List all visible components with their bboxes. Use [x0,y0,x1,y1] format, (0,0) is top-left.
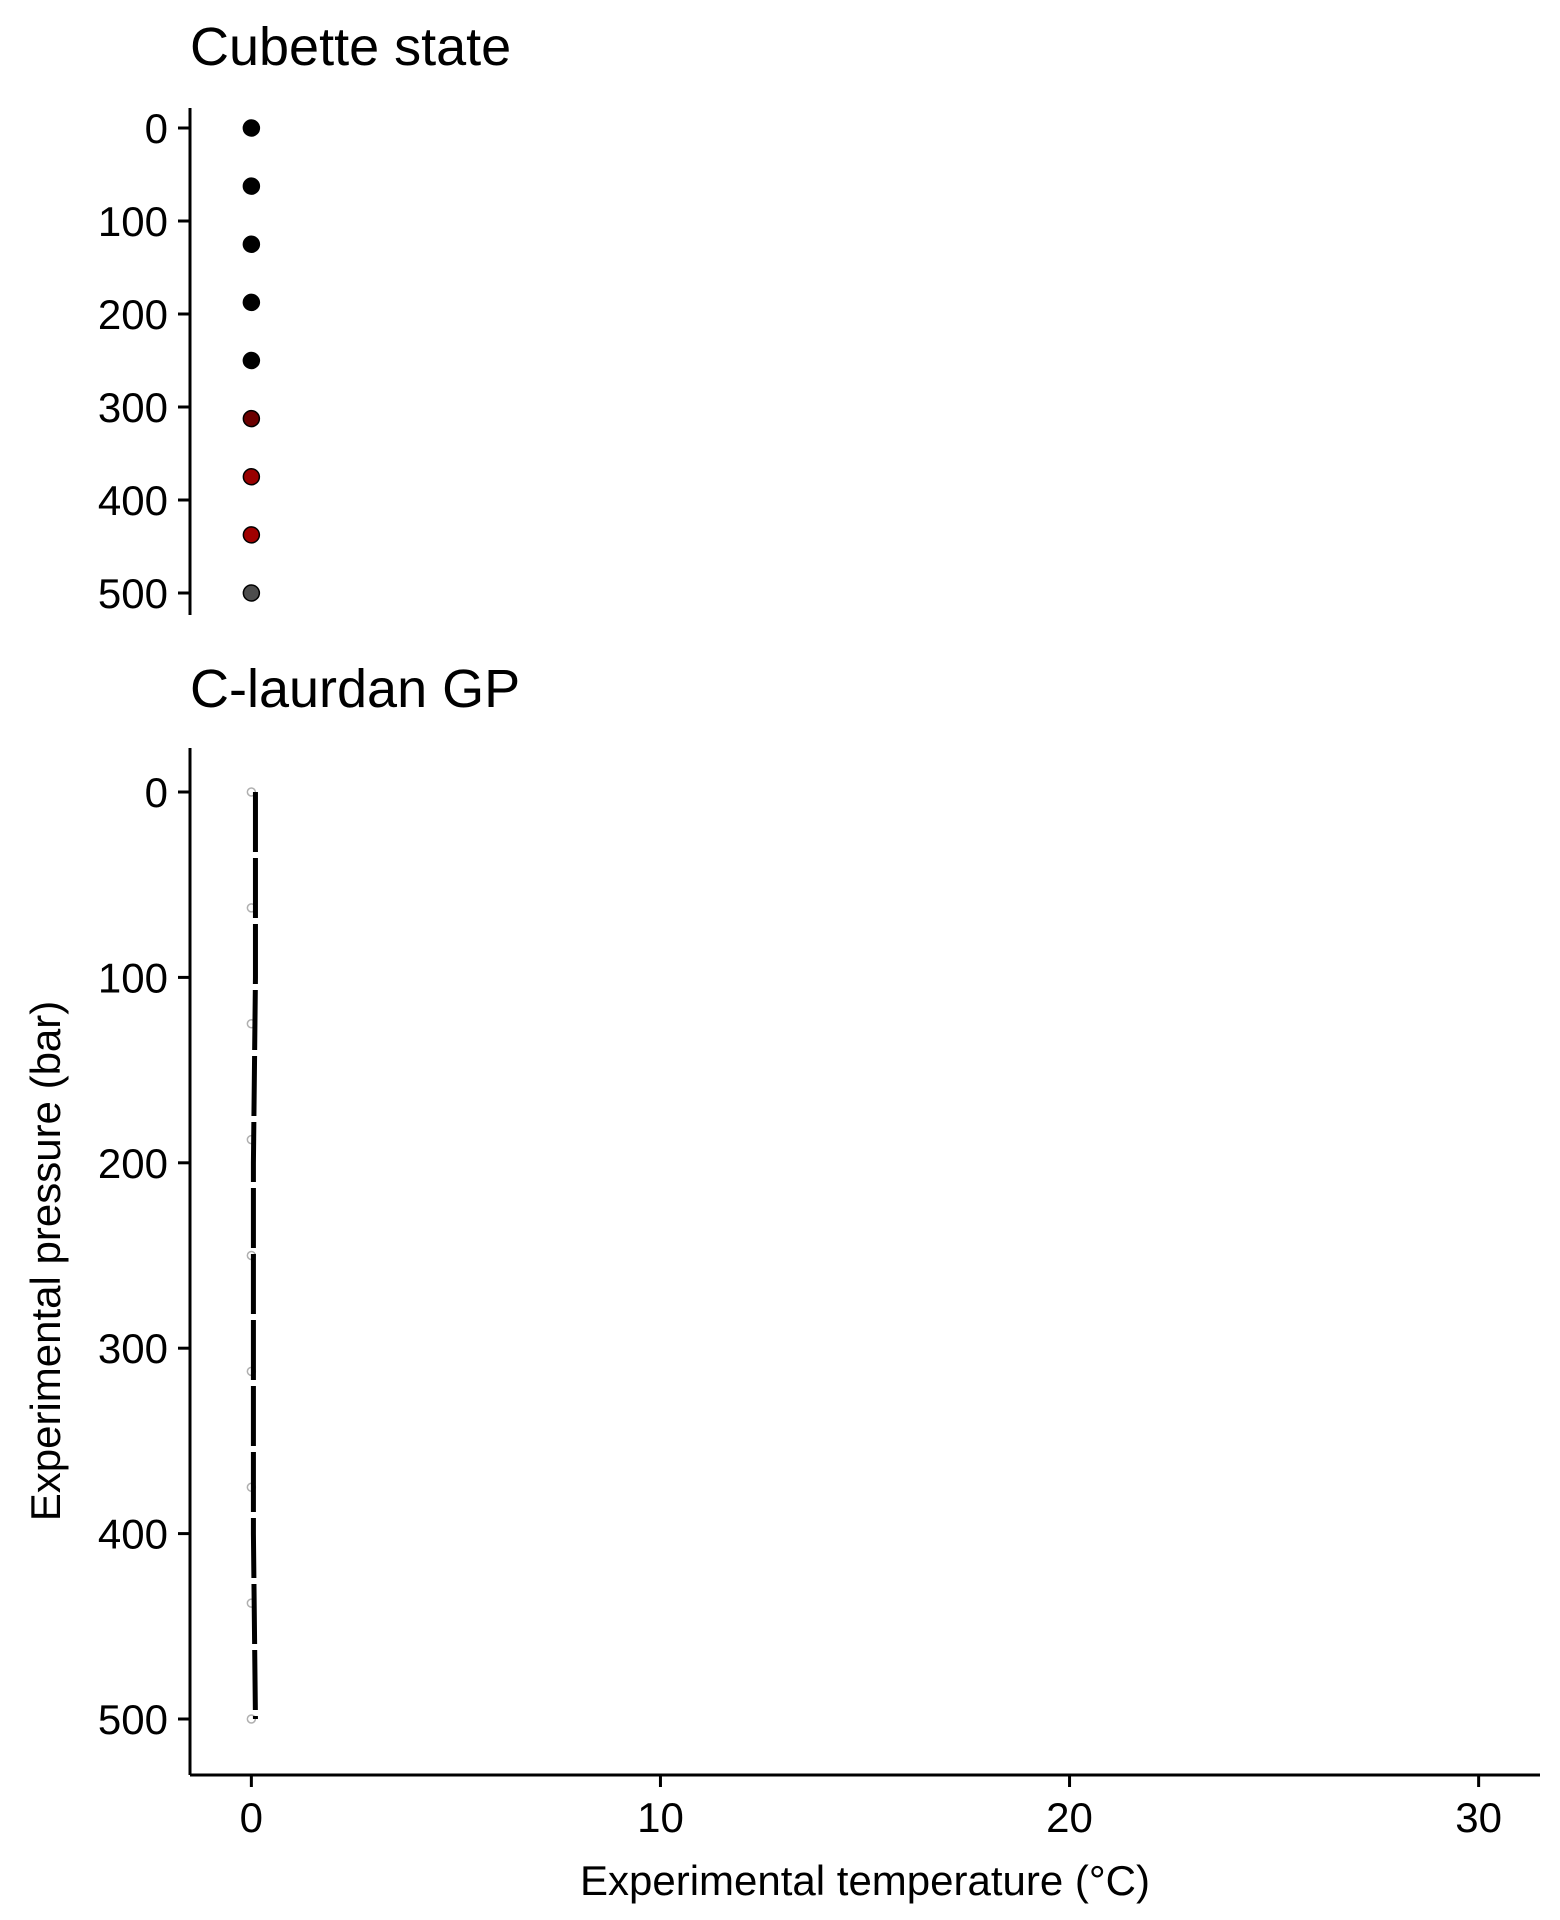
y-ticks-top: 0 100 200 300 400 500 [98,105,190,617]
y-tick-label: 300 [98,384,168,431]
data-point [242,584,261,602]
panel-cubette-state: Cubette state 0 100 200 300 400 500 [98,17,511,617]
y-tick-label: 0 [145,105,168,152]
panel-title-cubette-state: Cubette state [190,17,511,77]
y-tick-label: 200 [98,291,168,338]
panel-c-laurdan-gp: C-laurdan GP 0 100 200 300 400 500 0 10 20 30 Ex… [22,659,1540,1904]
data-point [242,177,261,195]
x-ticks-bottom: 0 10 20 30 [240,1775,1502,1841]
data-point [242,468,261,486]
data-point [242,409,261,428]
x-axis-title: Experimental temperature (°C) [580,1857,1150,1904]
points-top [242,119,261,602]
y-tick-label: 300 [98,1325,168,1372]
panel-title-c-laurdan-gp: C-laurdan GP [190,659,520,719]
series-line [250,792,258,1720]
data-point [242,351,261,370]
x-tick-label: 0 [240,1794,263,1841]
data-point [242,119,261,137]
y-tick-label: 400 [98,1511,168,1558]
y-tick-label: 500 [98,1696,168,1743]
x-tick-label: 30 [1455,1794,1502,1841]
data-point [242,235,261,253]
x-tick-label: 20 [1046,1794,1093,1841]
data-point [242,293,261,312]
data-point [242,526,261,544]
x-tick-label: 10 [637,1794,684,1841]
y-tick-label: 500 [98,570,168,617]
y-tick-label: 400 [98,477,168,524]
y-tick-label: 200 [98,1140,168,1187]
y-tick-label: 100 [98,954,168,1001]
y-axis-title: Experimental pressure (bar) [22,1001,69,1522]
y-ticks-bottom: 0 100 200 300 400 500 [98,769,190,1743]
y-tick-label: 100 [98,198,168,245]
y-tick-label: 0 [145,769,168,816]
